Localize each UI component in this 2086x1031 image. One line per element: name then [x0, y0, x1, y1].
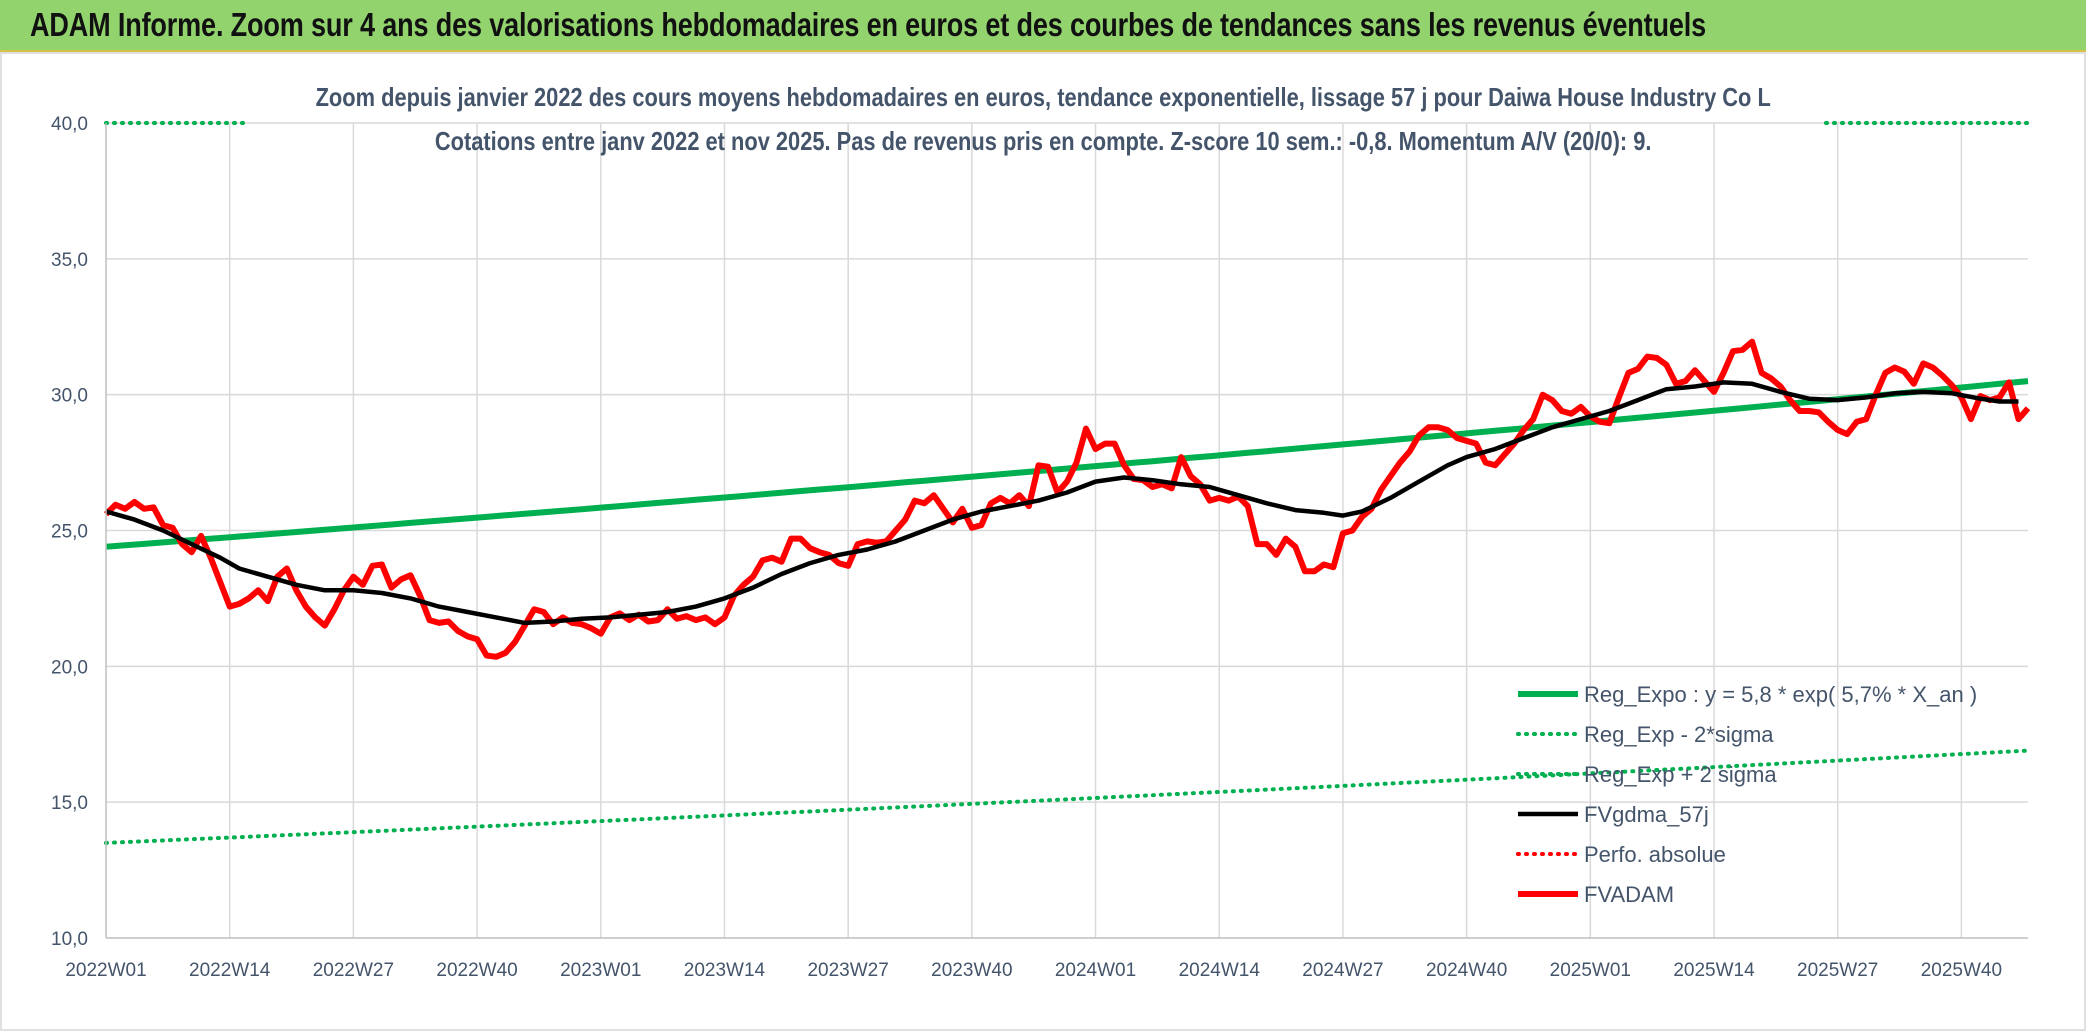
legend-label-reg: Reg_Expo : y = 5,8 * exp( 5,7% * X_an ) — [1584, 682, 1977, 707]
y-tick-label: 25,0 — [51, 522, 88, 543]
x-tick-label: 2025W14 — [1673, 960, 1755, 981]
legend-label-high: Reg_Exp + 2 sigma — [1584, 762, 1777, 787]
x-tick-label: 2023W40 — [931, 960, 1012, 981]
legend-label-low: Reg_Exp - 2*sigma — [1584, 722, 1774, 747]
legend-label-perf: Perfo. absolue — [1584, 842, 1726, 867]
y-tick-label: 35,0 — [51, 250, 88, 271]
x-tick-label: 2024W27 — [1302, 960, 1383, 981]
chart-title: Zoom depuis janvier 2022 des cours moyen… — [315, 82, 1771, 112]
x-tick-label: 2025W01 — [1550, 960, 1631, 981]
x-tick-label: 2022W27 — [313, 960, 394, 981]
chart-subtitle: Cotations entre janv 2022 et nov 2025. P… — [434, 126, 1652, 156]
y-tick-label: 40,0 — [51, 114, 88, 135]
legend-label-ma: FVgdma_57j — [1584, 802, 1709, 827]
x-tick-label: 2024W40 — [1426, 960, 1507, 981]
series-reg-expo — [105, 378, 2029, 550]
x-tick-label: 2023W01 — [560, 960, 641, 981]
chart-frame — [0, 52, 2086, 1031]
x-tick-label: 2023W14 — [684, 960, 766, 981]
series-fvadam — [103, 338, 2031, 660]
gridlines — [106, 122, 2028, 938]
x-tick-label: 2024W01 — [1055, 960, 1136, 981]
x-tick-label: 2022W01 — [65, 960, 146, 981]
series-reg-exp-plus-2sigma — [106, 0, 2028, 17]
axes: 10,0 15,0 20,0 25,0 30,0 35,0 40,0 2022W01 2022W… — [51, 114, 2028, 981]
legend-label-adam: FVADAM — [1584, 882, 1674, 907]
report-banner: ADAM Informe. Zoom sur 4 ans des valoris… — [0, 0, 2086, 52]
report-title: ADAM Informe. Zoom sur 4 ans des valoris… — [30, 6, 1706, 43]
x-tick-label: 2025W27 — [1797, 960, 1878, 981]
y-tick-label: 15,0 — [51, 793, 88, 814]
y-tick-label: 30,0 — [51, 386, 88, 407]
x-tick-label: 2024W14 — [1179, 960, 1261, 981]
series-layer — [103, 0, 2031, 845]
x-tick-label: 2025W40 — [1921, 960, 2002, 981]
x-tick-label: 2022W14 — [189, 960, 271, 981]
y-tick-label: 20,0 — [51, 657, 88, 678]
x-tick-label: 2022W40 — [436, 960, 517, 981]
series-fvgdma-57j — [105, 380, 2019, 626]
y-tick-label: 10,0 — [51, 929, 88, 950]
series-reg-exp-minus-2sigma — [104, 748, 2030, 845]
legend: Reg_Expo : y = 5,8 * exp( 5,7% * X_an ) R… — [1516, 682, 1977, 907]
x-tick-label: 2023W27 — [807, 960, 888, 981]
